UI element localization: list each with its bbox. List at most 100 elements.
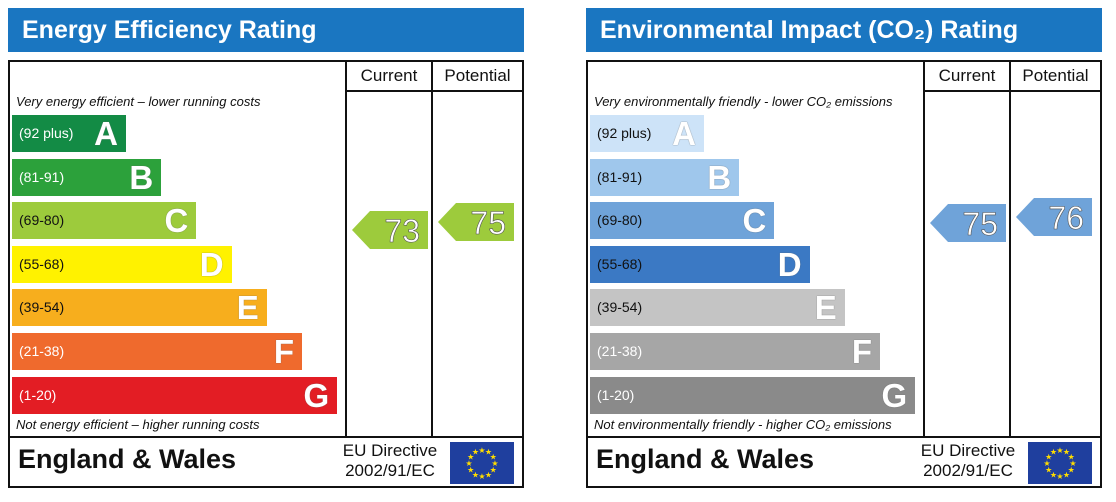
band-range-label: (69-80) (19, 212, 65, 229)
rating-arrow-body (438, 203, 514, 242)
flag-star: ★ (467, 466, 474, 475)
band-letter: D (199, 245, 224, 283)
column-divider-potential (431, 60, 433, 438)
band-letter: F (273, 333, 294, 370)
rating-band-d: (55-68) D (590, 245, 810, 283)
flag-background (1028, 442, 1092, 484)
rating-band-c: (69-80) C (590, 202, 775, 240)
caption-top: Very energy efficient – lower running co… (16, 94, 261, 109)
band-letter: G (303, 376, 330, 414)
flag-star: ★ (1045, 466, 1052, 475)
band-letter: D (777, 245, 802, 283)
rating-arrow-value: 73 (384, 213, 420, 249)
band-range-label: (69-80) (597, 212, 643, 229)
band-letter: G (881, 376, 908, 414)
band-range-label: (81-91) (19, 168, 65, 185)
column-divider-current (923, 60, 925, 438)
flag-star: ★ (485, 448, 492, 457)
directive-line-2: 2002/91/EC (923, 461, 1013, 480)
band-range-label: (55-68) (597, 255, 643, 272)
rating-band-f: (21-38) F (12, 333, 302, 370)
rating-band-f: (21-38) F (590, 333, 880, 370)
flag-star: ★ (478, 446, 485, 455)
rating-band-e: (39-54) E (590, 289, 845, 327)
flag-star: ★ (478, 472, 485, 481)
directive-line-1: EU Directive (920, 441, 1016, 460)
band-range-label: (55-68) (19, 255, 65, 272)
flag-star: ★ (1068, 466, 1075, 475)
band-range-label: (39-54) (597, 299, 643, 316)
potential-rating-arrow: 76 (1016, 198, 1092, 236)
rating-band-e: (39-54) E (12, 289, 267, 327)
rating-arrow-shape: 73 (352, 211, 428, 249)
column-header-current: Current (360, 66, 418, 85)
flag-star: ★ (1063, 470, 1070, 479)
rating-arrow-shape: 75 (438, 203, 514, 241)
band-letter: E (236, 289, 259, 327)
rating-band-d: (55-68) D (12, 245, 232, 283)
panel-title: Environmental Impact (CO₂) Rating (586, 8, 1102, 52)
band-letter: C (742, 202, 767, 240)
flag-star: ★ (1045, 453, 1052, 462)
band-letter: F (851, 333, 872, 370)
flag-star: ★ (1056, 446, 1063, 455)
rating-band-g: (1-20) G (590, 376, 916, 414)
band-letter: E (814, 289, 837, 327)
flag-star: ★ (1063, 448, 1070, 457)
rating-band-a: (92 plus) A (12, 115, 126, 152)
column-header-potential: Potential (444, 66, 511, 85)
rating-arrow-value: 75 (962, 206, 998, 242)
rating-arrow-body (352, 211, 428, 250)
band-letter: A (94, 115, 118, 152)
header-divider (345, 90, 524, 92)
current-rating-arrow: 73 (352, 211, 428, 249)
flag-star: ★ (491, 459, 498, 468)
footer-directive: EU Directive 2002/91/EC (912, 441, 1024, 481)
flag-star: ★ (1056, 472, 1063, 481)
rating-band-g: (1-20) G (12, 376, 338, 414)
rating-arrow-shape: 76 (1016, 198, 1092, 236)
column-divider-current (345, 60, 347, 438)
chart-frame (8, 60, 524, 488)
flag-star: ★ (465, 459, 472, 468)
directive-line-1: EU Directive (342, 441, 438, 460)
column-header-current: Current (938, 66, 996, 85)
footer-region: England & Wales (596, 444, 815, 474)
rating-band-b: (81-91) B (12, 158, 162, 196)
footer-divider (586, 436, 1102, 438)
rating-arrow-shape: 75 (930, 204, 1006, 242)
band-letter: B (707, 158, 732, 196)
rating-arrow-body (1016, 198, 1092, 237)
column-divider-potential (1009, 60, 1011, 438)
band-range-label: (39-54) (19, 299, 65, 316)
rating-band-c: (69-80) C (12, 202, 197, 240)
caption-top: Very environmentally friendly - lower CO… (594, 94, 893, 109)
flag-star: ★ (472, 470, 479, 479)
flag-star: ★ (1043, 459, 1050, 468)
header-divider (923, 90, 1102, 92)
band-range-label: (1-20) (597, 386, 635, 403)
flag-background (450, 442, 514, 484)
band-range-label: (21-38) (19, 343, 65, 359)
rating-band-a: (92 plus) A (590, 115, 704, 152)
flag-star: ★ (490, 453, 497, 462)
rating-arrow-value: 76 (1048, 200, 1084, 236)
column-header-potential: Potential (1022, 66, 1089, 85)
flag-star: ★ (1069, 459, 1076, 468)
band-letter: B (129, 158, 154, 196)
band-letter: A (672, 115, 696, 152)
caption-bottom: Not energy efficient – higher running co… (16, 417, 260, 432)
flag-star: ★ (485, 470, 492, 479)
band-range-label: (21-38) (597, 343, 643, 359)
panel-title: Energy Efficiency Rating (8, 8, 524, 52)
band-range-label: (1-20) (19, 386, 57, 403)
directive-line-2: 2002/91/EC (345, 461, 435, 480)
band-range-label: (92 plus) (597, 125, 652, 141)
environmental-impact-panel: Environmental Impact (CO₂) Rating Curren… (586, 0, 1102, 502)
flag-star: ★ (1050, 470, 1057, 479)
energy-efficiency-panel: Energy Efficiency Rating Current Potenti… (8, 0, 524, 502)
flag-star: ★ (472, 448, 479, 457)
chart-frame (586, 60, 1102, 488)
band-range-label: (81-91) (597, 168, 643, 185)
footer-region: England & Wales (18, 444, 237, 474)
